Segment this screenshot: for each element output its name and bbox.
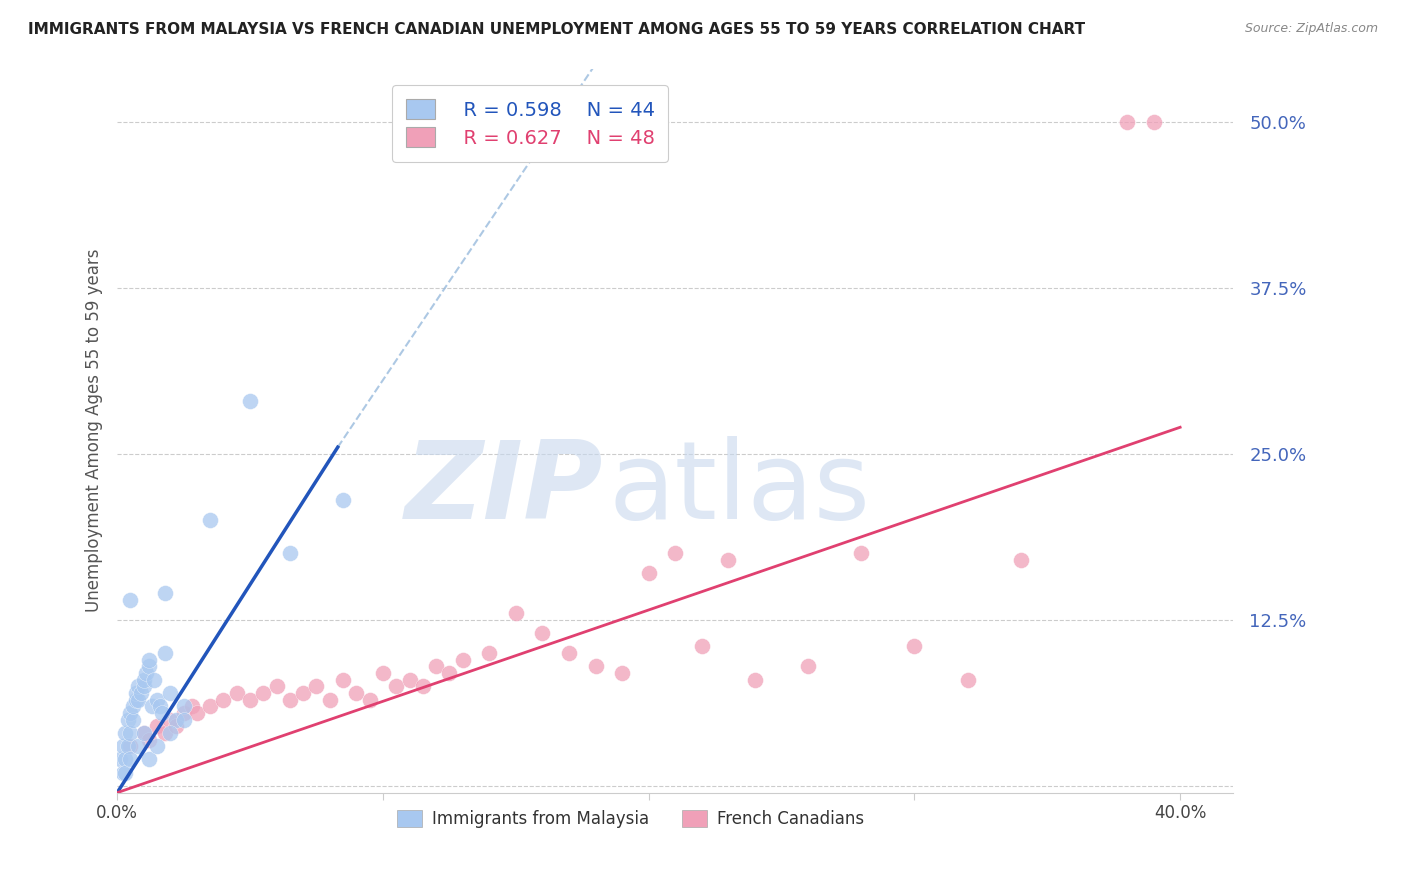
- Point: [146, 719, 169, 733]
- Point: [114, 752, 136, 766]
- Point: [305, 679, 328, 693]
- Point: [153, 646, 176, 660]
- Point: [956, 673, 979, 687]
- Point: [851, 547, 873, 561]
- Point: [117, 739, 139, 753]
- Point: [120, 593, 142, 607]
- Point: [159, 686, 181, 700]
- Point: [132, 673, 155, 687]
- Point: [143, 673, 166, 687]
- Point: [359, 692, 381, 706]
- Point: [412, 679, 434, 693]
- Point: [141, 699, 163, 714]
- Point: [153, 726, 176, 740]
- Point: [531, 626, 554, 640]
- Point: [138, 653, 160, 667]
- Point: [146, 692, 169, 706]
- Point: [120, 706, 142, 720]
- Point: [173, 713, 195, 727]
- Point: [451, 653, 474, 667]
- Point: [558, 646, 581, 660]
- Y-axis label: Unemployment Among Ages 55 to 59 years: Unemployment Among Ages 55 to 59 years: [86, 249, 103, 612]
- Text: ZIP: ZIP: [405, 435, 603, 541]
- Point: [138, 732, 160, 747]
- Point: [385, 679, 408, 693]
- Point: [278, 692, 301, 706]
- Point: [159, 726, 181, 740]
- Point: [138, 752, 160, 766]
- Point: [138, 659, 160, 673]
- Point: [153, 586, 176, 600]
- Text: Source: ZipAtlas.com: Source: ZipAtlas.com: [1244, 22, 1378, 36]
- Point: [1142, 114, 1164, 128]
- Point: [439, 666, 461, 681]
- Point: [664, 547, 686, 561]
- Point: [122, 699, 145, 714]
- Point: [186, 706, 208, 720]
- Point: [212, 692, 235, 706]
- Point: [425, 659, 447, 673]
- Point: [252, 686, 274, 700]
- Point: [159, 713, 181, 727]
- Point: [1010, 553, 1032, 567]
- Point: [127, 692, 149, 706]
- Point: [180, 699, 202, 714]
- Point: [398, 673, 420, 687]
- Point: [117, 713, 139, 727]
- Point: [344, 686, 367, 700]
- Point: [690, 640, 713, 654]
- Legend: Immigrants from Malaysia, French Canadians: Immigrants from Malaysia, French Canadia…: [389, 804, 872, 835]
- Point: [125, 686, 148, 700]
- Point: [165, 713, 187, 727]
- Point: [111, 739, 134, 753]
- Point: [120, 752, 142, 766]
- Point: [332, 673, 354, 687]
- Point: [371, 666, 394, 681]
- Point: [610, 666, 633, 681]
- Point: [127, 679, 149, 693]
- Point: [149, 699, 172, 714]
- Point: [225, 686, 247, 700]
- Point: [132, 726, 155, 740]
- Point: [585, 659, 607, 673]
- Point: [111, 765, 134, 780]
- Point: [129, 686, 152, 700]
- Point: [150, 706, 173, 720]
- Point: [637, 566, 659, 581]
- Point: [114, 765, 136, 780]
- Point: [173, 699, 195, 714]
- Point: [125, 692, 148, 706]
- Point: [797, 659, 820, 673]
- Point: [505, 607, 527, 621]
- Point: [108, 752, 131, 766]
- Point: [239, 692, 262, 706]
- Point: [146, 739, 169, 753]
- Point: [266, 679, 288, 693]
- Point: [319, 692, 342, 706]
- Point: [332, 493, 354, 508]
- Point: [239, 393, 262, 408]
- Point: [717, 553, 740, 567]
- Point: [120, 726, 142, 740]
- Point: [173, 706, 195, 720]
- Point: [135, 666, 157, 681]
- Point: [122, 713, 145, 727]
- Point: [744, 673, 766, 687]
- Point: [127, 739, 149, 753]
- Point: [292, 686, 315, 700]
- Point: [200, 513, 222, 527]
- Point: [278, 547, 301, 561]
- Text: atlas: atlas: [609, 435, 870, 541]
- Text: IMMIGRANTS FROM MALAYSIA VS FRENCH CANADIAN UNEMPLOYMENT AMONG AGES 55 TO 59 YEA: IMMIGRANTS FROM MALAYSIA VS FRENCH CANAD…: [28, 22, 1085, 37]
- Point: [132, 679, 155, 693]
- Point: [132, 726, 155, 740]
- Point: [200, 699, 222, 714]
- Point: [478, 646, 501, 660]
- Point: [114, 726, 136, 740]
- Point: [1116, 114, 1139, 128]
- Point: [903, 640, 925, 654]
- Point: [165, 719, 187, 733]
- Point: [120, 739, 142, 753]
